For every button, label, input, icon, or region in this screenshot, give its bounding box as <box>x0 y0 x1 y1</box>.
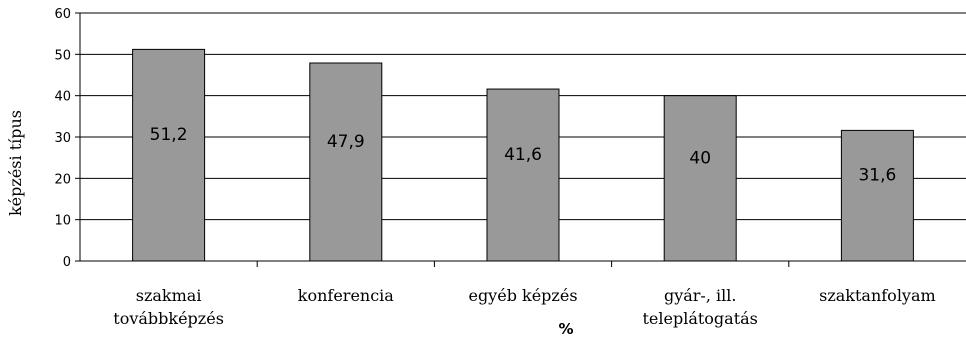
x-axis-title: % <box>558 320 573 338</box>
data-label: 31,6 <box>858 166 896 186</box>
bar <box>663 95 737 262</box>
x-tick-label: továbbképzés <box>113 309 224 328</box>
x-tick-label: szaktanfolyam <box>819 286 936 305</box>
data-label: 51,2 <box>150 125 188 145</box>
bars <box>132 48 914 262</box>
x-tick-label: gyár-, ill. <box>664 286 736 305</box>
y-tick-label: 50 <box>54 48 71 63</box>
y-axis-title: képzési típus <box>6 110 25 216</box>
bar <box>132 48 206 262</box>
y-tick-label: 60 <box>54 7 71 22</box>
data-label: 40 <box>689 148 711 168</box>
y-tick-label: 20 <box>54 172 71 187</box>
x-tick-label: teleplátogatás <box>642 309 757 328</box>
x-tick-label: szakmai <box>136 286 202 305</box>
y-tick-label: 40 <box>54 90 71 105</box>
bar <box>309 62 383 262</box>
x-tick-label: egyéb képzés <box>468 286 577 305</box>
bar <box>486 88 560 262</box>
data-label: 41,6 <box>504 145 542 165</box>
bar <box>840 129 914 262</box>
data-label: 47,9 <box>327 132 365 152</box>
axes <box>75 12 966 267</box>
y-tick-label: 0 <box>63 255 71 270</box>
labels: 0 10 20 30 40 50 60 51,2 szakmai továbbképzés 47,9… <box>54 7 935 328</box>
y-tick-label: 10 <box>54 214 71 229</box>
x-tick-label: konferencia <box>298 286 395 305</box>
y-tick-label: 30 <box>54 131 71 146</box>
